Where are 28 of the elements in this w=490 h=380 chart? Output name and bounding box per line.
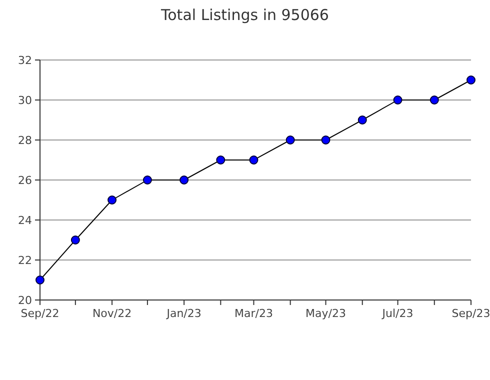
x-tick-label: Jul/23 [381,307,414,320]
point [393,96,402,104]
y-tick-label: 20 [18,294,32,307]
x-tick-label: Nov/22 [92,307,132,320]
y-tick-label: 28 [18,134,32,147]
x-tick-label: Jan/23 [166,307,202,320]
point [108,196,117,204]
x-tick-label: Sep/23 [452,307,490,320]
point [180,176,189,184]
point [430,96,439,104]
point [321,136,330,144]
point [70,236,80,244]
point [36,276,44,284]
point [286,136,295,144]
point [466,76,476,84]
y-tick-label: 30 [18,94,32,107]
x-tick-label: Sep/22 [20,307,60,320]
point [216,156,226,164]
y-tick-label: 32 [18,54,32,67]
point [358,116,367,124]
x-tick-label: Mar/23 [234,307,273,320]
y-tick-label: 26 [18,174,32,187]
y-tick-label: 22 [18,254,32,267]
point [142,176,152,184]
y-tick-label: 24 [18,214,32,227]
x-tick-label: May/23 [306,307,346,320]
point [249,156,258,164]
chart-title: Total Listings in 95066 [160,6,329,24]
